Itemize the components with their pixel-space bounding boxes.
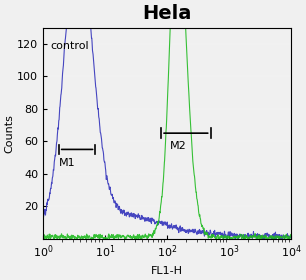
Text: M1: M1 bbox=[59, 158, 76, 167]
Title: Hela: Hela bbox=[143, 4, 192, 23]
X-axis label: FL1-H: FL1-H bbox=[151, 266, 183, 276]
Text: control: control bbox=[50, 41, 89, 50]
Text: M2: M2 bbox=[170, 141, 186, 151]
Y-axis label: Counts: Counts bbox=[4, 114, 14, 153]
